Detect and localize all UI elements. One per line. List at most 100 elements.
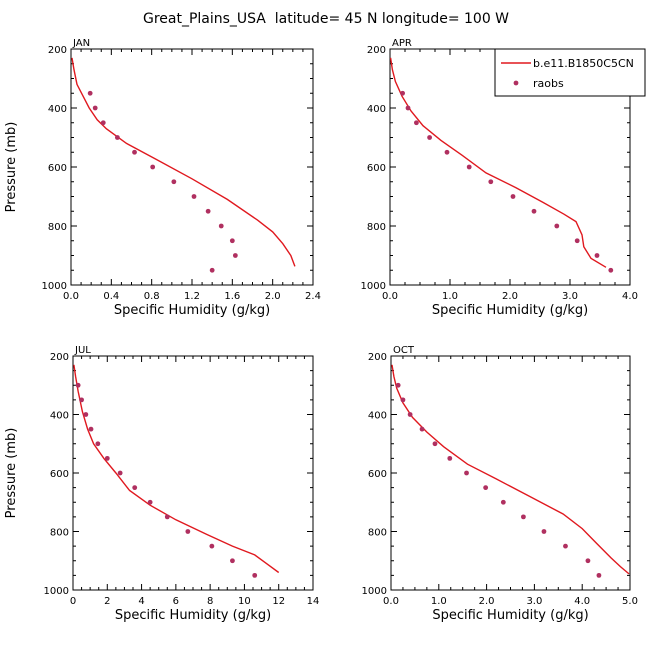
x-tick-label: 2 xyxy=(104,596,110,607)
x-tick-label: 1.2 xyxy=(184,291,200,302)
plot-area xyxy=(71,57,296,273)
raobs-point xyxy=(466,164,472,170)
raobs-point xyxy=(500,499,506,505)
x-axis-label: Specific Humidity (g/kg) xyxy=(432,608,588,623)
y-tick-label: 200 xyxy=(367,45,386,56)
x-tick-label: 2.0 xyxy=(265,291,281,302)
x-tick-label: 5.0 xyxy=(622,596,638,607)
plot-frame xyxy=(70,48,314,286)
raobs-point xyxy=(79,397,84,403)
x-tick-label: 2.0 xyxy=(479,596,495,607)
y-tick-label: 1000 xyxy=(362,586,387,597)
model-profile-line xyxy=(71,57,296,267)
x-tick-label: 0.0 xyxy=(383,596,399,607)
raobs-point xyxy=(521,514,526,520)
raobs-point xyxy=(185,529,191,534)
raobs-point xyxy=(104,455,110,461)
raobs-point xyxy=(114,135,120,140)
raobs-point xyxy=(563,543,568,549)
x-tick-label: 1.6 xyxy=(224,291,240,302)
y-tick-label: 800 xyxy=(50,528,69,539)
y-tick-label: 200 xyxy=(368,352,387,363)
legend-marker-swatch xyxy=(513,80,519,86)
x-tick-label: 0.0 xyxy=(382,291,398,302)
y-tick-label: 600 xyxy=(367,163,386,174)
x-tick-label: 2.0 xyxy=(502,291,518,302)
y-tick-label: 400 xyxy=(50,411,69,422)
raobs-point xyxy=(209,543,215,549)
panel-oct: 0.0 1.0 2.0 3.0 4.0 5.0 200 400 600 800 1000 OCT Spe… xyxy=(362,345,638,623)
raobs-point xyxy=(95,441,101,447)
x-tick-label: 14 xyxy=(307,596,320,607)
raobs-point xyxy=(132,485,138,491)
raobs-point xyxy=(395,382,401,388)
x-axis-label: Specific Humidity (g/kg) xyxy=(114,303,270,318)
model-profile-line xyxy=(391,364,630,575)
y-tick-label: 600 xyxy=(50,469,69,480)
raobs-point xyxy=(164,514,170,520)
x-tick-label: 1.0 xyxy=(442,291,458,302)
raobs-point xyxy=(252,572,258,578)
raobs-point xyxy=(209,267,215,273)
raobs-point xyxy=(419,426,425,432)
x-tick-label: 0.0 xyxy=(63,291,79,302)
raobs-point xyxy=(400,90,405,96)
raobs-point xyxy=(447,455,453,461)
figure-title: Great_Plains_USA latitude= 45 N longitud… xyxy=(143,11,509,27)
panel-jan: 0.0 0.4 0.8 1.2 1.6 2.0 2.4 200 400 600 800 1000 JAN… xyxy=(4,38,321,318)
raobs-point xyxy=(171,179,177,185)
y-axis-label: Pressure (mb) xyxy=(4,122,19,213)
raobs-point xyxy=(218,223,224,229)
y-tick-label: 600 xyxy=(48,163,67,174)
raobs-point xyxy=(488,179,494,185)
raobs-point xyxy=(87,90,93,96)
y-axis-label: Pressure (mb) xyxy=(4,428,19,519)
raobs-point xyxy=(596,572,602,578)
y-tick-label: 400 xyxy=(367,104,386,115)
panel-apr: 0.0 1.0 2.0 3.0 4.0 200 400 600 800 1000 APR Specif… xyxy=(361,38,646,318)
x-tick-label: 2.4 xyxy=(305,291,321,302)
raobs-point xyxy=(117,470,123,476)
x-axis-label: Specific Humidity (g/kg) xyxy=(432,303,588,318)
plot-area xyxy=(73,364,280,578)
x-tick-label: 0.4 xyxy=(103,291,119,302)
raobs-point xyxy=(132,149,137,155)
x-axis-label: Specific Humidity (g/kg) xyxy=(115,608,271,623)
x-tick-label: 4.0 xyxy=(622,291,638,302)
raobs-point xyxy=(483,485,489,491)
x-tick-label: 8 xyxy=(207,596,213,607)
raobs-point xyxy=(444,149,450,155)
y-tick-label: 200 xyxy=(50,352,69,363)
x-tick-label: 4.0 xyxy=(574,596,590,607)
raobs-point xyxy=(574,238,580,244)
y-tick-label: 1000 xyxy=(42,281,67,292)
raobs-point xyxy=(427,135,432,140)
raobs-point xyxy=(594,253,600,258)
panel-jul: 0 2 4 6 8 10 12 14 200 400 600 800 1000 JUL Specific H… xyxy=(4,345,319,623)
y-tick-label: 800 xyxy=(48,222,67,233)
raobs-point xyxy=(92,105,98,111)
legend: b.e11.B1850C5CN raobs xyxy=(494,48,646,97)
panel-label: APR xyxy=(392,38,412,49)
raobs-point xyxy=(554,223,560,229)
raobs-point xyxy=(191,194,197,199)
raobs-point xyxy=(585,558,591,564)
plot-frame xyxy=(72,355,314,591)
raobs-point xyxy=(531,208,537,214)
model-profile-line xyxy=(73,364,280,574)
y-tick-label: 1000 xyxy=(44,586,69,597)
raobs-point xyxy=(432,441,438,447)
raobs-point xyxy=(405,105,411,111)
x-tick-label: 4 xyxy=(138,596,144,607)
raobs-point xyxy=(541,529,547,534)
legend-label-model: b.e11.B1850C5CN xyxy=(533,57,634,70)
raobs-point xyxy=(230,558,235,564)
raobs-point xyxy=(400,397,406,403)
legend-box xyxy=(494,48,646,97)
y-tick-label: 200 xyxy=(48,45,67,56)
raobs-point xyxy=(608,267,614,273)
raobs-point xyxy=(100,120,106,126)
plot-frame xyxy=(390,355,631,591)
x-tick-label: 3.0 xyxy=(526,596,542,607)
raobs-point xyxy=(88,426,94,432)
